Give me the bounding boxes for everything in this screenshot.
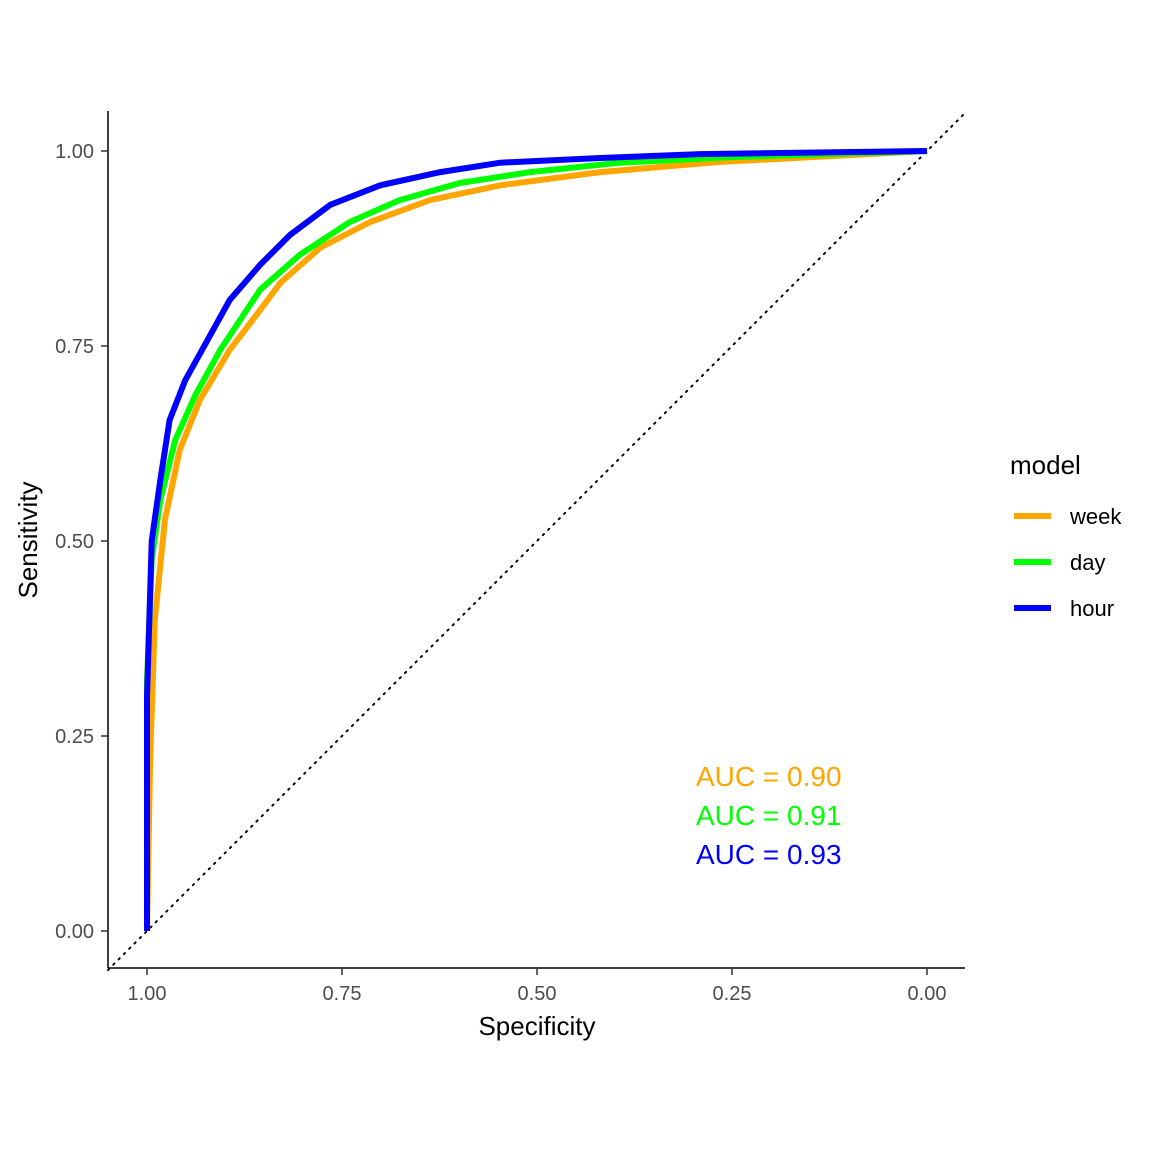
legend-label-week: week <box>1069 504 1122 529</box>
auc-annotations: AUC = 0.90 AUC = 0.91 AUC = 0.93 <box>696 761 842 870</box>
roc-curve-hour <box>144 148 928 931</box>
auc-label-day: AUC = 0.91 <box>696 800 842 831</box>
legend: model week day hour <box>1010 450 1122 621</box>
legend-title: model <box>1010 450 1081 480</box>
y-tick-label: 1.00 <box>55 141 94 163</box>
reference-line <box>107 111 967 971</box>
x-tick-label: 0.75 <box>323 983 362 1005</box>
y-axis-title: Sensitivity <box>13 481 43 598</box>
y-tick-label: 0.50 <box>55 531 94 553</box>
roc-curve-week <box>144 148 928 932</box>
legend-label-day: day <box>1070 550 1105 575</box>
auc-label-week: AUC = 0.90 <box>696 761 842 792</box>
y-tick-label: 0.25 <box>55 726 94 748</box>
y-tick-label: 0.75 <box>55 336 94 358</box>
x-tick-label: 1.00 <box>128 983 167 1005</box>
legend-label-hour: hour <box>1070 596 1114 621</box>
reference-diagonal <box>107 111 967 971</box>
x-tick-label: 0.50 <box>518 983 557 1005</box>
x-axis-ticks: 1.00 0.75 0.50 0.25 0.00 <box>128 968 947 1005</box>
y-tick-label: 0.00 <box>55 921 94 943</box>
y-axis-ticks: 0.00 0.25 0.50 0.75 1.00 <box>55 141 108 943</box>
x-tick-label: 0.00 <box>908 983 947 1005</box>
auc-label-hour: AUC = 0.93 <box>696 839 842 870</box>
x-axis-title: Specificity <box>478 1011 595 1041</box>
roc-curves <box>144 148 928 932</box>
x-tick-label: 0.25 <box>713 983 752 1005</box>
